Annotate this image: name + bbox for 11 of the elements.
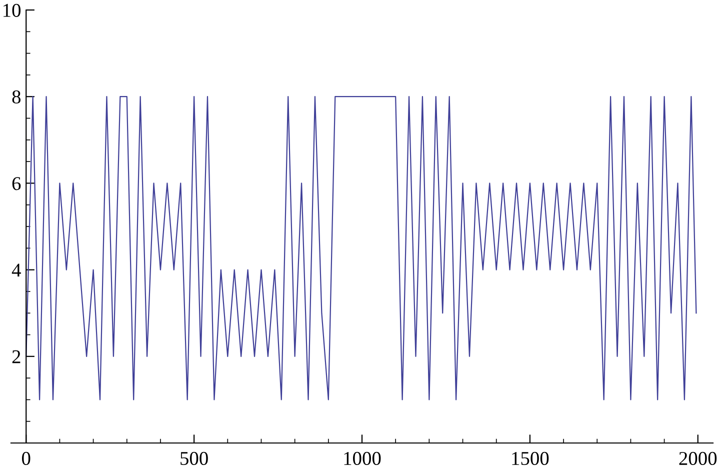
x-tick-label: 1000	[344, 452, 381, 466]
y-tick-label: 6	[12, 177, 21, 190]
y-tick-label: 8	[12, 90, 21, 104]
line-series	[26, 96, 697, 400]
y-tick-label: 2	[12, 350, 20, 364]
x-tick-label: 0	[22, 452, 30, 466]
y-tick-label: 4	[12, 264, 21, 277]
x-tick-label: 1500	[512, 452, 549, 466]
x-tick-label: 500	[180, 452, 208, 466]
y-tick-label: 10	[4, 4, 21, 17]
x-tick-label: 2000	[679, 452, 717, 466]
